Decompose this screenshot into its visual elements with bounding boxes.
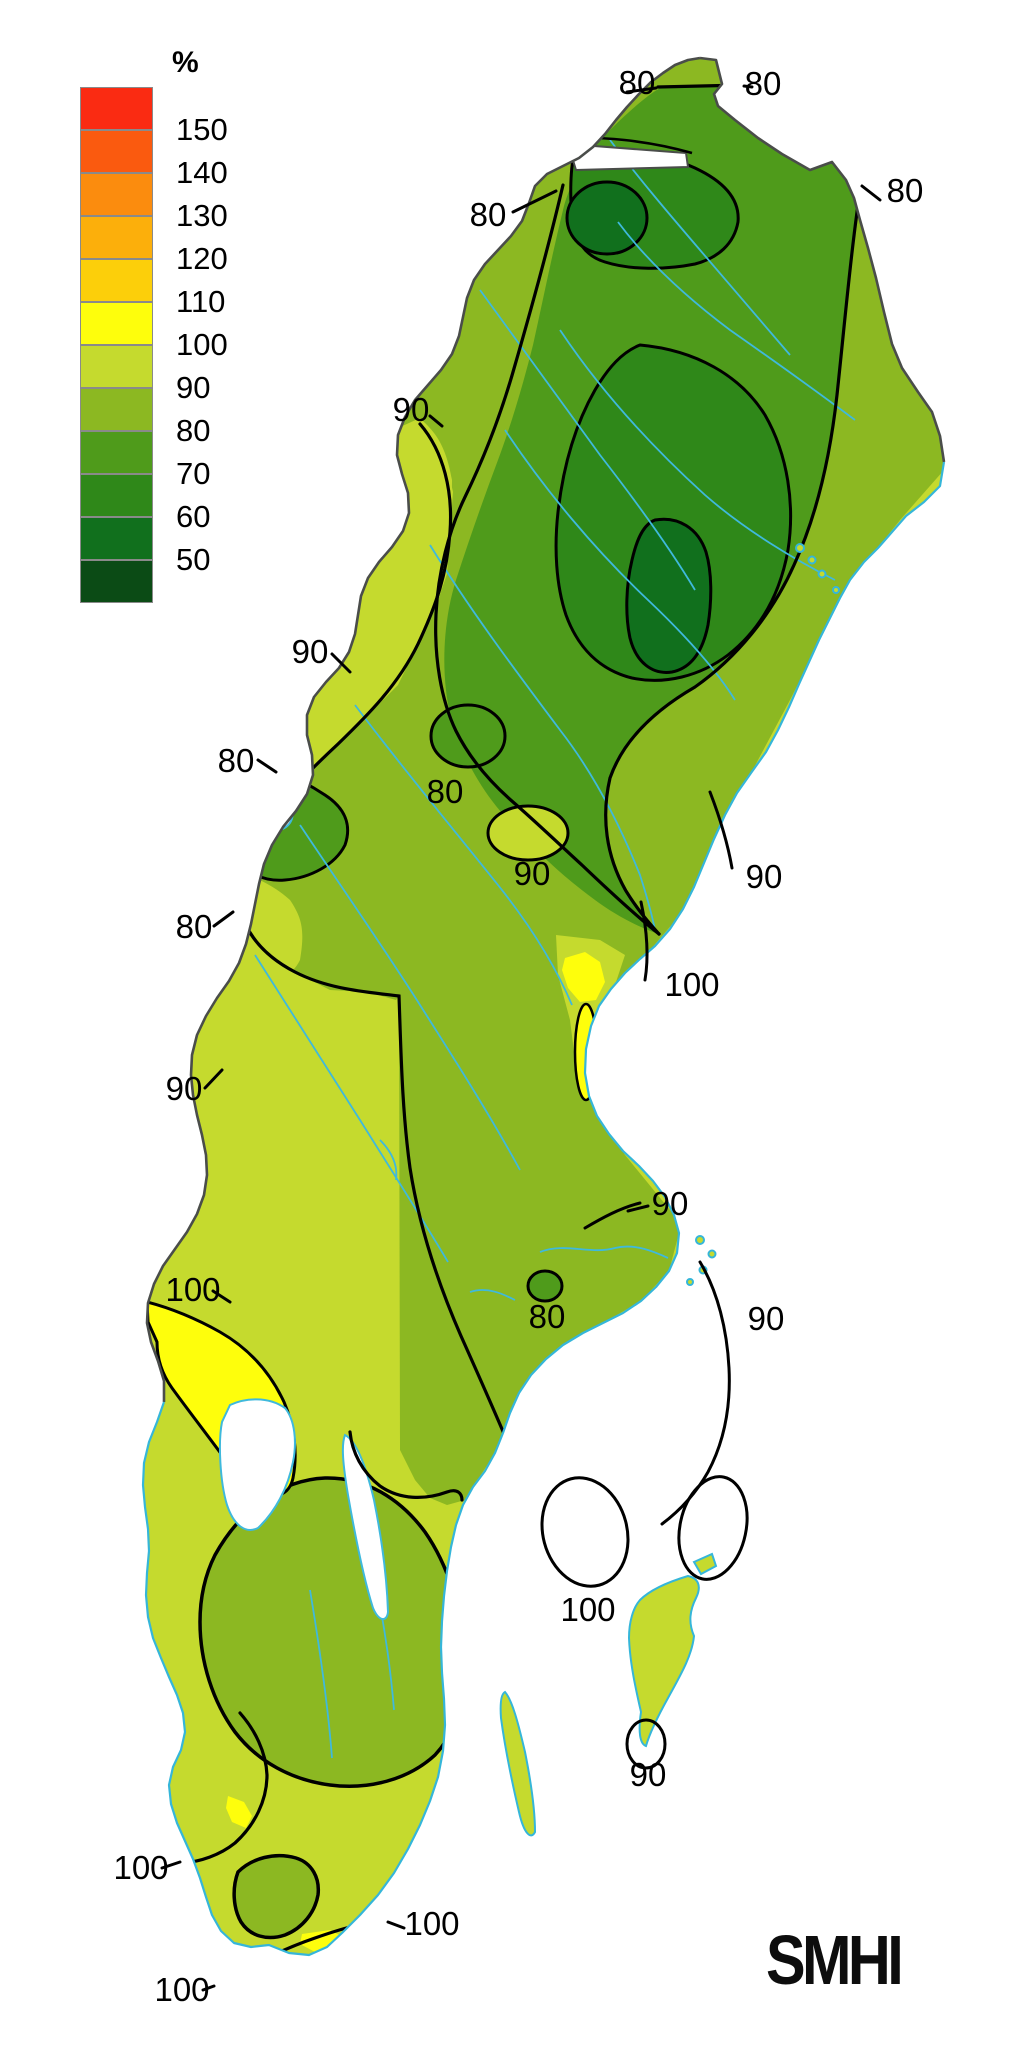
- legend-tick-label: 100: [176, 327, 228, 362]
- legend-tick-label: 60: [176, 499, 211, 534]
- sea-coast-stroke: [141, 461, 946, 1957]
- region-50-60-central: [625, 517, 713, 674]
- legend-tick-label: 120: [176, 241, 228, 276]
- contour-label: 80: [176, 908, 213, 945]
- island-oland: [499, 1690, 537, 1837]
- legend-swatch: [80, 173, 153, 216]
- contour-label: 100: [154, 1971, 209, 2008]
- legend-swatch: [80, 517, 153, 560]
- contour-label: 80: [745, 65, 782, 102]
- legend-swatch: [80, 474, 153, 517]
- legend-tick-label: 140: [176, 155, 228, 190]
- legend-tick-label: 130: [176, 198, 228, 233]
- contour-label: 80: [218, 742, 255, 779]
- contour-label: 100: [113, 1849, 168, 1886]
- legend-unit-label: %: [172, 46, 199, 79]
- contour-label: 90: [652, 1185, 689, 1222]
- legend-swatch: [80, 388, 153, 431]
- legend-swatch: [80, 560, 153, 603]
- rivers: [254, 139, 856, 1759]
- legend-tick-label: 70: [176, 456, 211, 491]
- contour-label: 100: [664, 966, 719, 1003]
- region-60-70-central: [554, 343, 793, 682]
- smhi-logo: SMHI: [766, 1921, 904, 1999]
- closed-80-contour-small-2: [632, 1320, 666, 1352]
- region-80-90-skane: [232, 1853, 321, 1940]
- contour-label: 80: [529, 1298, 566, 1335]
- contour-label: 90: [292, 633, 329, 670]
- legend-swatch: [80, 259, 153, 302]
- closed-80-contour-small-1: [526, 1269, 564, 1303]
- contour-lines: [180, 83, 864, 1955]
- sea-100-oval-west: [540, 1476, 630, 1588]
- contour-label: 100: [404, 1905, 459, 1942]
- contour-label: 80: [427, 773, 464, 810]
- legend-tick-label: 50: [176, 542, 211, 577]
- legend-tick-label: 110: [176, 284, 226, 319]
- legend-tick-label: 150: [176, 112, 228, 147]
- contour-label: 90: [514, 855, 551, 892]
- legend-tick-label: 80: [176, 413, 211, 448]
- islands: [499, 543, 840, 1837]
- legend-swatch: [80, 431, 153, 474]
- contour-label: 100: [560, 1591, 615, 1628]
- contour-label: 80: [619, 64, 656, 101]
- legend-swatch: [80, 87, 153, 130]
- contour-label: 90: [166, 1070, 203, 1107]
- region-50-60-north: [565, 180, 649, 256]
- lake-vattern: [341, 1433, 390, 1620]
- sea-contours: [160, 84, 882, 1992]
- legend-swatch: [80, 130, 153, 173]
- closed-80-contour-mid: [429, 703, 507, 769]
- legend-swatch: [80, 345, 153, 388]
- region-100-110-sw-sliver: [226, 1796, 252, 1828]
- lake-vanern: [218, 1398, 296, 1531]
- color-scale-legend: % 150 140 130 120 110 100 90 80 70 60 50: [80, 46, 250, 640]
- contour-label: 90: [746, 858, 783, 895]
- closed-90-contour-mid: [486, 804, 570, 862]
- contour-label: 90: [393, 391, 430, 428]
- island-faro: [692, 1552, 718, 1576]
- lake-storsjon: [248, 793, 294, 832]
- legend-swatch: [80, 216, 153, 259]
- land-border-stroke: [145, 56, 946, 1402]
- contour-label: 90: [630, 1756, 667, 1793]
- contour-label: 80: [887, 172, 924, 209]
- region-100-110-gavle-sliver: [562, 952, 605, 1002]
- gotland-90-ring: [625, 1718, 667, 1770]
- contour-label: 80: [470, 196, 507, 233]
- contour-labels: 80 80 80 80 90 90 80 80 90 80 90 100 90 100 90 80 90 100 9…: [113, 64, 923, 2008]
- island-gotland: [627, 1574, 700, 1748]
- legend-tick-label: 90: [176, 370, 211, 405]
- contour-label: 90: [748, 1300, 785, 1337]
- sea-100-oval-east: [677, 1475, 749, 1581]
- contour-label: 100: [165, 1271, 220, 1308]
- legend-swatch: [80, 302, 153, 345]
